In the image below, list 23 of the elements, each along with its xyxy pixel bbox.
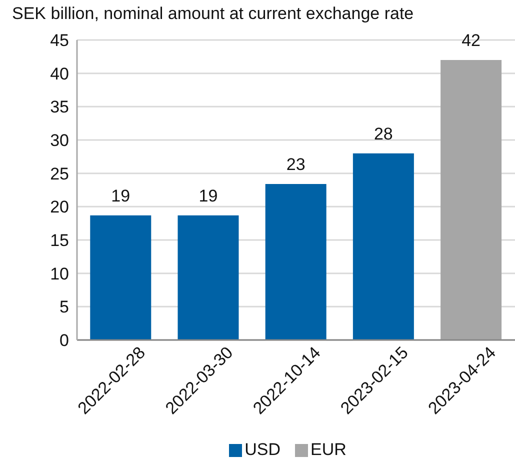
y-tick-label: 20 [50,198,69,217]
y-tick-label: 40 [50,64,69,84]
y-tick-label: 10 [50,264,69,284]
data-label: 28 [374,124,393,144]
y-tick-label: 0 [60,331,69,350]
y-tick-label: 45 [50,31,69,50]
data-label: 19 [198,186,218,206]
data-label: 19 [111,186,130,206]
bar [352,153,414,340]
bar [90,215,152,340]
y-tick-label: 30 [50,131,69,150]
chart-title: SEK billion, nominal amount at current exchange rate [12,4,414,24]
y-tick-label: 25 [50,164,69,184]
bar [178,215,239,340]
y-tick-label: 35 [50,98,69,117]
y-tick-label: 5 [60,298,69,317]
legend-label: USD [244,440,280,460]
y-tick-label: 15 [50,231,69,250]
legend-label: EUR [310,440,346,460]
data-label: 42 [462,31,480,50]
bar [265,184,326,340]
data-label: 23 [286,155,306,174]
bar [440,60,502,340]
